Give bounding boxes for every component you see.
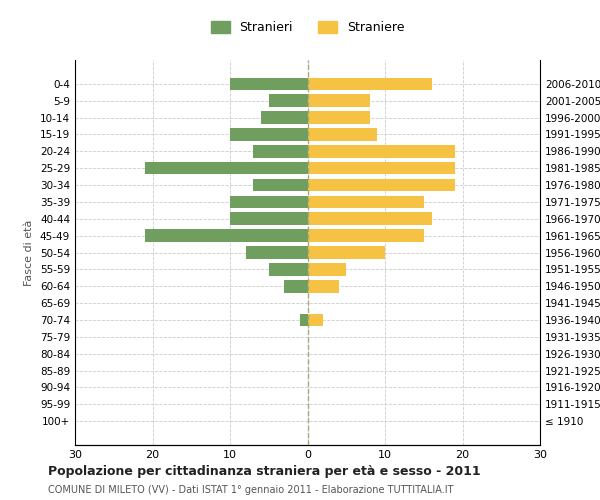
Bar	[230, 128, 308, 141]
Bar	[308, 162, 455, 174]
Text: Popolazione per cittadinanza straniera per età e sesso - 2011: Popolazione per cittadinanza straniera p…	[48, 465, 481, 478]
Bar	[269, 263, 308, 276]
Bar	[145, 162, 308, 174]
Bar	[308, 212, 431, 225]
Bar	[245, 246, 308, 259]
Bar	[230, 212, 308, 225]
Bar	[261, 111, 308, 124]
Bar	[300, 314, 308, 326]
Y-axis label: Fasce di età: Fasce di età	[25, 220, 34, 286]
Bar	[308, 263, 346, 276]
Bar	[308, 230, 424, 242]
Bar	[145, 230, 308, 242]
Legend: Stranieri, Straniere: Stranieri, Straniere	[206, 16, 409, 39]
Bar	[308, 128, 377, 141]
Bar	[308, 145, 455, 158]
Bar	[308, 78, 431, 90]
Bar	[253, 145, 308, 158]
Bar	[269, 94, 308, 107]
Bar	[253, 178, 308, 192]
Bar	[308, 246, 385, 259]
Bar	[308, 178, 455, 192]
Bar	[230, 78, 308, 90]
Text: COMUNE DI MILETO (VV) - Dati ISTAT 1° gennaio 2011 - Elaborazione TUTTITALIA.IT: COMUNE DI MILETO (VV) - Dati ISTAT 1° ge…	[48, 485, 454, 495]
Bar	[308, 196, 424, 208]
Bar	[308, 94, 370, 107]
Bar	[284, 280, 308, 292]
Bar	[308, 314, 323, 326]
Bar	[308, 280, 338, 292]
Bar	[308, 111, 370, 124]
Bar	[230, 196, 308, 208]
